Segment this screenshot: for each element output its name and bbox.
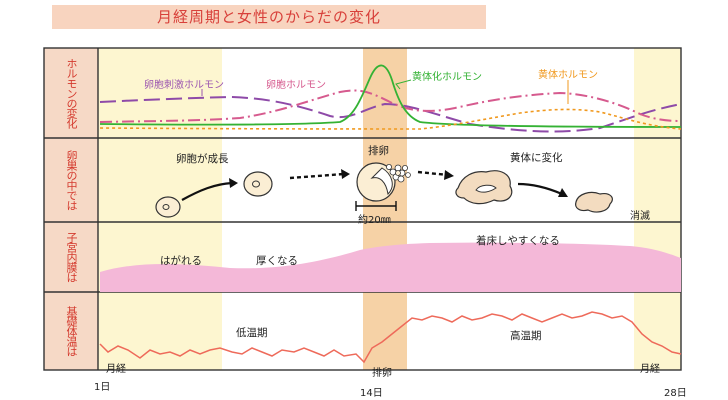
- regression-arrow: [517, 182, 563, 196]
- ovum: [395, 170, 401, 176]
- dotted-arrowhead-1: [341, 169, 350, 179]
- implant-label: 着床しやすくなる: [476, 235, 560, 247]
- menses-band-end: [634, 48, 681, 370]
- row-label-hormone: ホルモンの変化: [65, 58, 78, 128]
- axis-day-28: 28日: [664, 388, 687, 399]
- row-label-temperature: 基礎体温は: [65, 306, 78, 356]
- corpus-luteum-label: 黄体に変化: [510, 152, 563, 164]
- follicle-growth-label: 卵胞が成長: [176, 153, 229, 165]
- title-bar: [52, 5, 486, 29]
- page-title: 月経周期と女性のからだの変化: [156, 8, 381, 26]
- row-label-column: [44, 48, 98, 370]
- axis-day-1: 1日: [94, 382, 111, 393]
- corpus-luteum-core: [475, 184, 497, 193]
- ovulation-temp-label: 排卵: [372, 368, 392, 379]
- menses-end-label: 月経: [640, 364, 660, 375]
- estrogen-curve: [99, 89, 682, 123]
- estrogen-label: 卵胞ホルモン: [266, 80, 326, 91]
- fsh-label: 卵胞刺激ホルモン: [144, 80, 224, 91]
- menses-start-label: 月経: [106, 364, 126, 375]
- thicken-label: 厚くなる: [256, 255, 298, 267]
- corpus-albicans: [575, 191, 613, 213]
- lh-curve: [99, 64, 682, 128]
- fsh-curve: [99, 95, 682, 133]
- ovulation-band: [363, 48, 407, 370]
- growth-arrow: [181, 181, 233, 201]
- follicle-medium-egg: [252, 180, 260, 188]
- ovulation-label: 排卵: [368, 145, 389, 157]
- dotted-arrow-1: [289, 172, 345, 180]
- follicle-size-label: 約20㎜: [358, 215, 391, 226]
- ovum-cells: [385, 163, 411, 183]
- row-label-ovary: 卵巣の中では: [65, 150, 78, 210]
- growth-arrowhead: [229, 178, 238, 188]
- regression-arrowhead: [558, 188, 568, 197]
- endometrium-shape: [100, 242, 681, 292]
- temperature-line: [99, 311, 682, 364]
- progesterone-label: 黄体ホルモン: [538, 70, 598, 81]
- disappear-label: 消滅: [630, 211, 650, 222]
- ovulating-follicle-opening: [370, 167, 393, 196]
- axis-day-14: 14日: [360, 388, 383, 399]
- diagram-frame: [43, 47, 682, 371]
- low-temperature-label: 低温期: [236, 327, 268, 339]
- dotted-arrow-2: [417, 170, 449, 177]
- lh-pointer: [395, 79, 412, 90]
- follicle-small-egg: [162, 204, 170, 210]
- row-label-endometrium: 子宮内膜は: [65, 232, 78, 282]
- lh-label: 黄体化ホルモン: [412, 72, 482, 83]
- progesterone-curve: [99, 108, 682, 130]
- shed-label: はがれる: [160, 255, 202, 267]
- dotted-arrowhead-2: [444, 170, 454, 180]
- high-temperature-label: 高温期: [510, 330, 542, 342]
